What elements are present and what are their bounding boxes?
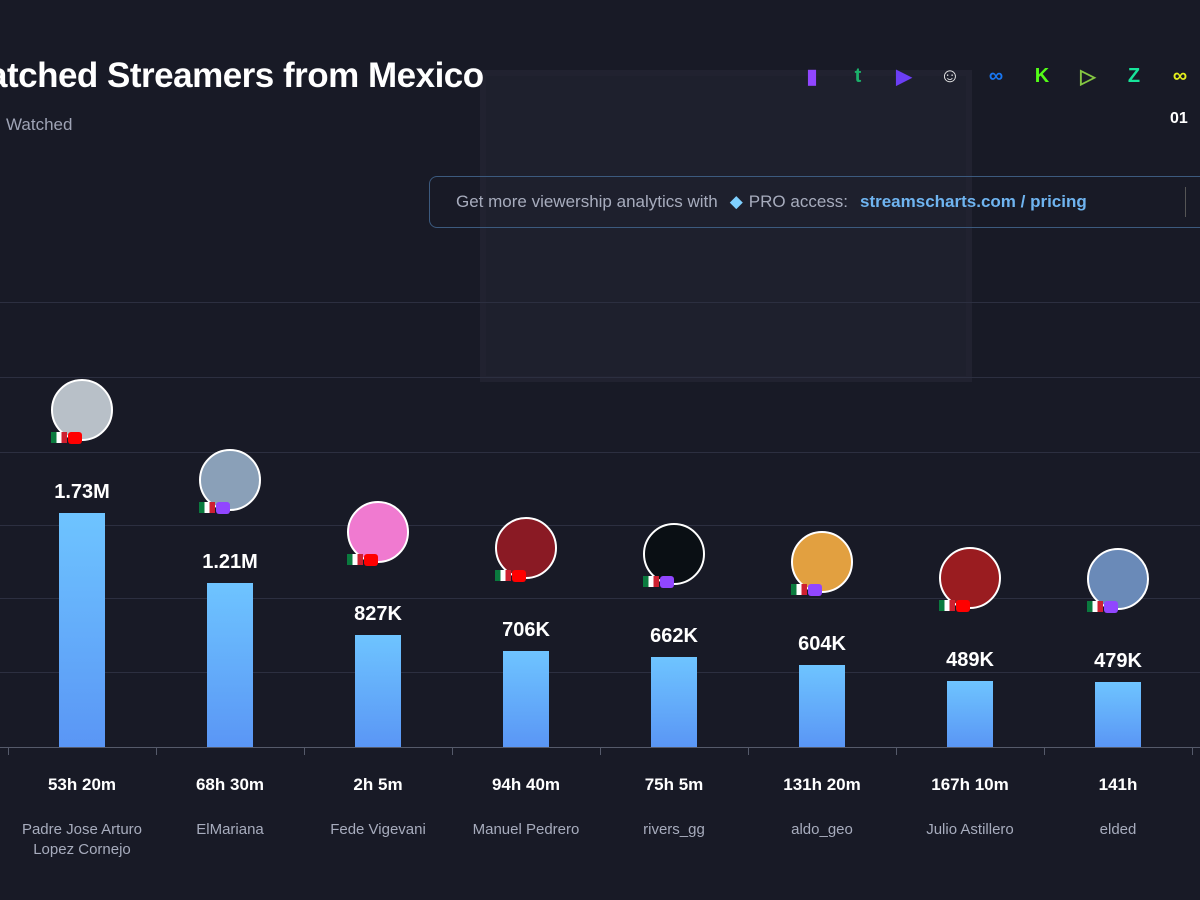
facebook-gaming-icon[interactable]: ∞ bbox=[988, 64, 1004, 87]
value-label: 489K bbox=[946, 648, 994, 671]
streamer-avatar bbox=[939, 546, 1001, 609]
twitch-icon bbox=[216, 502, 230, 515]
mexico-flag-icon bbox=[939, 599, 955, 611]
gridline bbox=[0, 525, 1200, 526]
airtime-label: 53h 20m bbox=[47, 775, 117, 794]
value-label: 662K bbox=[650, 625, 698, 648]
promo-text: Get more viewership analytics with bbox=[456, 192, 718, 211]
streamer-avatar bbox=[51, 378, 113, 441]
twitch-icon bbox=[660, 576, 674, 589]
youtube-icon bbox=[512, 570, 526, 583]
value-label: 1.21M bbox=[202, 551, 258, 574]
mexico-flag-icon bbox=[791, 584, 807, 596]
axis-tick bbox=[156, 747, 157, 755]
streamer-name: Manuel Pedrero bbox=[472, 821, 580, 838]
twitch-icon bbox=[808, 584, 822, 597]
promo-banner: Get more viewership analytics with ◆ PRO… bbox=[429, 176, 1200, 228]
value-label: 1.73M bbox=[54, 480, 110, 503]
mexico-flag-icon bbox=[51, 431, 67, 443]
value-label: 479K bbox=[1094, 650, 1142, 673]
axis-tick bbox=[600, 747, 601, 755]
promo-pro: PRO access: bbox=[748, 192, 848, 211]
chart-subtitle: Watched bbox=[6, 115, 73, 134]
airtime-label: 2h 5m bbox=[353, 775, 403, 794]
airtime-label: 68h 30m bbox=[195, 775, 265, 794]
axis-tick bbox=[1044, 747, 1045, 755]
axis-tick bbox=[304, 747, 305, 755]
nimo-icon[interactable]: ▶ bbox=[896, 65, 912, 88]
streamer-avatar bbox=[791, 531, 853, 594]
axis-tick bbox=[748, 747, 749, 755]
gridline bbox=[0, 302, 1200, 303]
bigo-icon[interactable]: ☺ bbox=[939, 64, 961, 87]
diamond-icon: ◆ bbox=[729, 192, 743, 211]
gridline bbox=[0, 672, 1200, 673]
bar[interactable] bbox=[651, 657, 697, 747]
chart-title: atched Streamers from Mexico bbox=[0, 56, 484, 95]
axis-tick bbox=[896, 747, 897, 755]
mexico-flag-icon bbox=[495, 570, 511, 582]
bar[interactable] bbox=[947, 680, 993, 747]
streamer-name: aldo_geo bbox=[791, 821, 853, 838]
bar[interactable] bbox=[503, 651, 549, 747]
zhanqi-icon[interactable]: Z bbox=[1127, 64, 1141, 87]
streamer-avatar bbox=[495, 517, 557, 580]
bar[interactable] bbox=[59, 512, 105, 747]
streamer-avatar bbox=[643, 523, 705, 586]
page-number: 01 bbox=[1170, 110, 1188, 127]
streamer-name: Julio Astillero bbox=[926, 821, 1014, 838]
bar[interactable] bbox=[799, 665, 845, 747]
streamer-avatar bbox=[199, 449, 261, 512]
gridline bbox=[0, 598, 1200, 599]
airtime-label: 131h 20m bbox=[783, 775, 861, 794]
streamer-name: Fede Vigevani bbox=[330, 821, 426, 838]
airtime-label: 167h 10m bbox=[931, 775, 1009, 794]
mexico-flag-icon bbox=[347, 554, 363, 566]
bar[interactable] bbox=[207, 583, 253, 747]
youtube-icon bbox=[68, 431, 82, 444]
streamer-name: Padre Jose Arturo Lopez Cornejo bbox=[21, 821, 143, 858]
gridline bbox=[0, 452, 1200, 453]
gridline bbox=[0, 377, 1200, 378]
twitch-icon[interactable]: ▮ bbox=[806, 65, 818, 88]
airtime-label: 94h 40m bbox=[491, 775, 561, 794]
youtube-icon bbox=[956, 599, 970, 612]
vk-play-icon[interactable]: ∞ bbox=[1172, 64, 1188, 87]
streamer-name: ElMariana bbox=[196, 821, 264, 838]
axis-tick bbox=[1192, 747, 1193, 755]
mexico-flag-icon bbox=[199, 502, 215, 514]
axis-tick bbox=[452, 747, 453, 755]
youtube-icon bbox=[364, 554, 378, 567]
airtime-label: 75h 5m bbox=[644, 775, 704, 794]
twitch-icon bbox=[1104, 601, 1118, 614]
value-label: 604K bbox=[798, 633, 846, 656]
background-frame bbox=[480, 70, 972, 382]
streamer-avatar bbox=[1087, 548, 1149, 611]
value-label: 827K bbox=[354, 603, 402, 626]
bar[interactable] bbox=[1095, 682, 1141, 747]
kick-icon[interactable]: K bbox=[1034, 64, 1050, 87]
pricing-link[interactable]: streamscharts.com / pricing bbox=[860, 192, 1087, 211]
axis-tick bbox=[8, 747, 9, 755]
bar[interactable] bbox=[355, 635, 401, 747]
value-label: 706K bbox=[502, 619, 550, 642]
rumble-icon[interactable]: ▷ bbox=[1080, 65, 1096, 88]
streamer-avatar bbox=[347, 501, 409, 564]
airtime-label: 141h bbox=[1098, 775, 1138, 794]
streamer-name: rivers_gg bbox=[643, 821, 705, 838]
divider bbox=[1185, 187, 1186, 217]
trovo-icon[interactable]: t bbox=[854, 64, 862, 87]
platform-icons: ▮ t ▶ ☺ ∞ K ▷ Z ∞ bbox=[796, 60, 1196, 92]
mexico-flag-icon bbox=[643, 576, 659, 588]
mexico-flag-icon bbox=[1087, 601, 1103, 613]
streamer-name: elded bbox=[1099, 821, 1137, 838]
